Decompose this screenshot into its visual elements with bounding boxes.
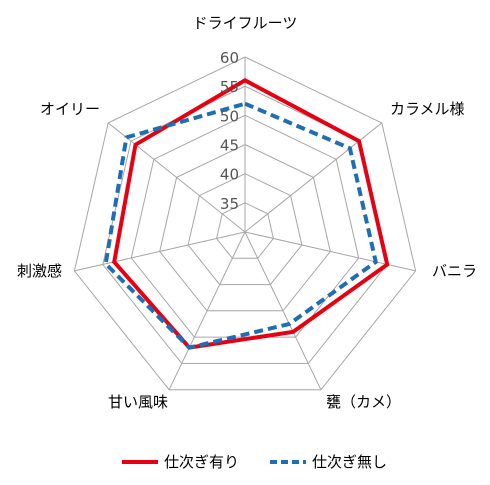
spoke-2 (244, 231, 416, 272)
grid-ring-50 (130, 114, 360, 338)
spoke-6 (107, 122, 246, 233)
series-line-1 (103, 101, 379, 350)
series-line-0 (112, 78, 390, 350)
axis-label-6: オイリー (40, 100, 100, 118)
spoke-3 (244, 231, 322, 390)
tick-label-45: 45 (220, 137, 239, 155)
tick-label-40: 40 (220, 166, 239, 184)
tick-label-50: 50 (220, 107, 239, 125)
tick-label-55: 55 (220, 78, 239, 96)
spoke-4 (168, 231, 246, 390)
axis-label-1: カラメル様 (390, 100, 465, 118)
axis-label-5: 刺激感 (17, 262, 62, 280)
grid-ring-60 (73, 56, 417, 391)
axis-label-2: バニラ (432, 262, 477, 280)
axis-label-3: 甕（カメ） (326, 393, 401, 411)
axis-label-0: ドライフルーツ (193, 14, 298, 32)
spoke-1 (244, 122, 383, 233)
axis-label-4: 甘い風味 (108, 393, 168, 411)
series-layer (103, 78, 390, 350)
legend-label-0: 仕次ぎ有り (164, 453, 239, 471)
tick-labels: 35 40 45 50 55 60 (220, 49, 239, 213)
grid-ring-45 (159, 143, 331, 312)
tick-label-60: 60 (220, 49, 239, 67)
grid-ring-40 (187, 173, 303, 286)
legend: 仕次ぎ有り 仕次ぎ無し (122, 453, 387, 471)
legend-label-1: 仕次ぎ無し (312, 453, 387, 471)
tick-label-35: 35 (220, 195, 239, 213)
grid-ring-35 (216, 202, 274, 259)
spoke-5 (74, 231, 246, 272)
